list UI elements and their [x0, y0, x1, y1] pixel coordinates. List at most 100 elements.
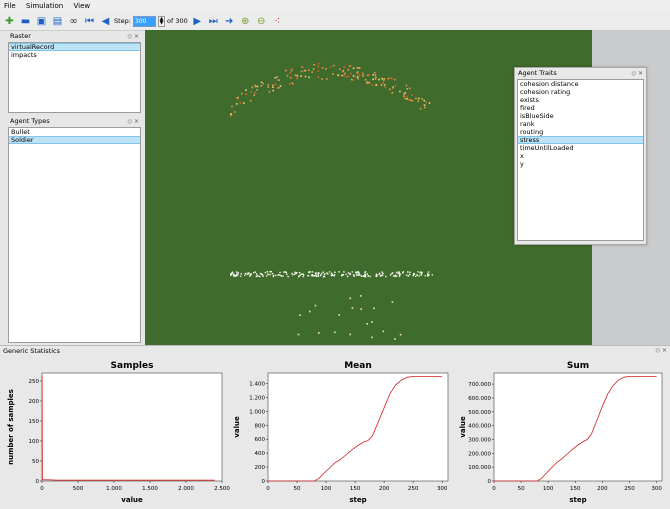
agent-dot: [409, 271, 411, 273]
agent-dot: [290, 69, 293, 72]
agent-dot: [372, 78, 374, 81]
agent-dot: [320, 274, 322, 277]
agent-dot: [342, 69, 345, 72]
agent-dot: [347, 68, 349, 71]
agent-dot: [403, 95, 405, 97]
agent-dot: [414, 275, 417, 277]
dock-float-close-icon[interactable]: ◇ ×: [127, 118, 139, 125]
agent-dot: [355, 72, 358, 74]
agent-dot: [289, 83, 291, 85]
menu-file[interactable]: File: [4, 2, 16, 10]
agent-dot: [317, 76, 319, 78]
binoculars-icon[interactable]: ∞: [69, 15, 78, 27]
agent-dot: [393, 275, 395, 277]
menu-bar: File Simulation View: [0, 0, 670, 12]
agent-dot: [279, 274, 281, 276]
raster-list-item[interactable]: impacts: [11, 51, 37, 59]
agent-dot: [309, 310, 311, 313]
new-icon[interactable]: ✚: [5, 15, 14, 27]
x-tick-label: 0: [266, 486, 270, 492]
agent-trait-list-item[interactable]: y: [520, 160, 524, 168]
save-as-icon[interactable]: ▤: [52, 15, 63, 27]
agent-dot: [381, 274, 384, 276]
y-tick-label: 300.000: [468, 437, 491, 443]
menu-simulation[interactable]: Simulation: [25, 2, 64, 10]
agent-dot: [253, 94, 255, 96]
zoom-out-icon[interactable]: ⊖: [257, 15, 266, 27]
agent-dot: [289, 72, 292, 74]
dock-float-close-icon[interactable]: ◇ ×: [655, 347, 667, 354]
agent-dot: [390, 77, 393, 80]
agent-trait-list-item[interactable]: exists: [520, 96, 539, 104]
y-tick-label: 800: [255, 423, 266, 429]
agent-types-list[interactable]: Bullet Soldier: [8, 127, 141, 343]
agent-trait-list-item[interactable]: isBlueSide: [520, 112, 554, 120]
save-icon[interactable]: ▣: [36, 15, 47, 27]
x-tick-label: 50: [294, 486, 301, 492]
agent-dot: [230, 273, 232, 275]
agent-trait-list-item[interactable]: cohesion distance: [520, 80, 579, 88]
zoom-in-icon[interactable]: ⊕: [241, 15, 250, 27]
x-tick-label: 250: [624, 486, 635, 492]
last-step-icon[interactable]: ⏭: [208, 15, 218, 27]
y-tick-label: 100: [29, 439, 40, 445]
agent-dot: [233, 273, 235, 276]
dock-float-close-icon[interactable]: ◇ ×: [631, 70, 643, 77]
agent-dot: [420, 273, 423, 275]
agent-dot: [272, 274, 275, 277]
agent-trait-list-item[interactable]: timeUntilLoaded: [520, 144, 574, 152]
next-step-icon[interactable]: ▶: [193, 15, 202, 27]
agent-dot: [239, 275, 242, 277]
agent-dot: [352, 79, 355, 81]
agent-dot: [245, 89, 247, 91]
agent-type-list-item[interactable]: Bullet: [11, 128, 30, 136]
step-input[interactable]: 300: [133, 15, 156, 27]
agent-dot: [298, 275, 300, 277]
agent-dot: [265, 275, 268, 277]
x-tick-label: 2.500: [214, 486, 230, 492]
agent-dot: [308, 271, 310, 273]
dock-float-close-icon[interactable]: ◇ ×: [127, 33, 139, 40]
agent-dot: [317, 70, 320, 72]
agent-dot: [369, 275, 372, 278]
agent-trait-list-item[interactable]: routing: [520, 128, 544, 136]
step-spinner[interactable]: ▲ ▼: [158, 15, 165, 27]
agent-dot: [375, 273, 378, 275]
previous-step-icon[interactable]: ◀: [101, 15, 110, 27]
agent-dot: [302, 275, 304, 278]
agent-dot: [279, 85, 282, 87]
agent-dot: [308, 76, 310, 79]
menu-view[interactable]: View: [73, 2, 91, 10]
raster-list[interactable]: virtualRecord impacts: [8, 42, 141, 113]
agent-trait-list-item[interactable]: fired: [520, 104, 535, 112]
agent-dot: [278, 79, 280, 81]
toolbar: ✚ ▬ ▣ ▤ ∞ ⏮ ◀ Step: 300 ▲ ▼ of 300 ▶ ⏭ ➜ …: [0, 12, 670, 31]
chart-title: Sum: [567, 361, 589, 371]
agent-dot: [382, 272, 384, 275]
agent-type-list-item[interactable]: Soldier: [9, 136, 140, 144]
agent-traits-dock-title: Agent Traits: [518, 69, 557, 77]
series-line: [268, 376, 443, 482]
agent-dot: [364, 271, 366, 274]
agent-trait-list-item[interactable]: cohesion rating: [520, 88, 571, 96]
go-arrow-icon[interactable]: ➜: [225, 15, 234, 27]
first-step-icon[interactable]: ⏮: [85, 15, 94, 27]
agent-dot: [256, 89, 258, 91]
agent-dot: [352, 67, 355, 70]
agent-dot: [230, 113, 232, 115]
agent-dot: [314, 304, 317, 307]
agent-dot: [317, 275, 320, 277]
raster-list-item[interactable]: virtualRecord: [9, 43, 140, 51]
agent-dot: [261, 274, 264, 276]
agent-traits-list[interactable]: cohesion distance cohesion rating exists fi…: [517, 79, 644, 241]
x-tick-label: 300: [651, 486, 662, 492]
agent-trait-list-item[interactable]: stress: [518, 136, 643, 144]
agent-trait-list-item[interactable]: rank: [520, 120, 535, 128]
agent-dot: [381, 77, 383, 80]
agent-dot: [385, 275, 387, 278]
agents-icon[interactable]: ⁖: [274, 15, 281, 27]
agent-trait-list-item[interactable]: x: [520, 152, 524, 160]
y-tick-label: 200: [29, 399, 40, 405]
agent-dot: [300, 70, 303, 73]
open-icon[interactable]: ▬: [20, 15, 31, 27]
